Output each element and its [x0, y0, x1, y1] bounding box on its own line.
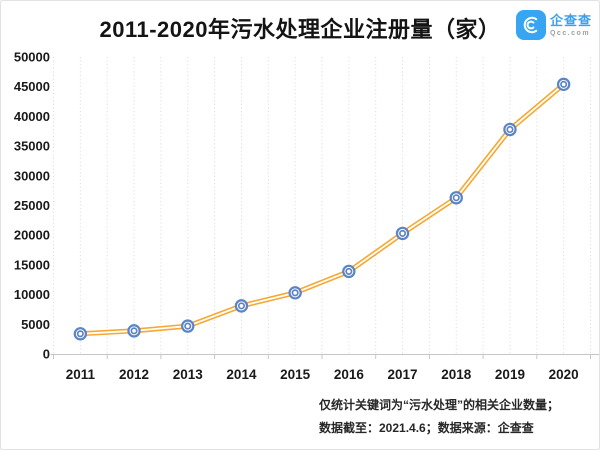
data-point-inner-ring — [184, 322, 192, 330]
y-tick-label: 30000 — [14, 168, 50, 183]
y-tick-label: 25000 — [14, 198, 50, 213]
y-tick-label: 15000 — [14, 257, 50, 272]
x-tick-label: 2020 — [549, 367, 579, 382]
series-line-core — [79, 83, 565, 335]
data-source-note: 仅统计关键词为“污水处理”的相关企业数量； 数据截至：2021.4.6；数据来源… — [319, 394, 559, 440]
data-point-inner-ring — [506, 125, 514, 134]
y-tick-label: 0 — [43, 347, 50, 362]
spiral-c-icon — [523, 16, 538, 34]
data-point-inner-ring — [130, 327, 138, 335]
y-tick-label: 35000 — [14, 139, 50, 154]
y-tick-label: 20000 — [14, 228, 50, 243]
data-point-inner-ring — [452, 194, 460, 202]
y-tick-label: 5000 — [21, 317, 50, 332]
qcc-logo: 企查查 Qcc.com — [515, 10, 592, 40]
note-line-2: 数据截至：2021.4.6；数据来源：企查查 — [319, 421, 534, 435]
y-tick-label: 50000 — [14, 50, 50, 65]
data-point-inner-ring — [291, 289, 299, 297]
x-tick-label: 2019 — [495, 367, 525, 382]
y-tick-label: 10000 — [14, 287, 50, 302]
qcc-logo-domain: Qcc.com — [549, 29, 591, 37]
y-tick-label: 45000 — [14, 79, 50, 94]
y-tick-label: 40000 — [14, 109, 50, 124]
x-tick-label: 2011 — [66, 367, 96, 382]
data-point-inner-ring — [398, 229, 407, 237]
data-point-inner-ring — [76, 330, 84, 338]
qcc-logo-icon — [515, 10, 546, 40]
data-point-inner-ring — [237, 302, 246, 310]
x-tick-label: 2018 — [441, 367, 472, 382]
data-point-inner-ring — [560, 80, 568, 88]
x-tick-label: 2015 — [280, 367, 311, 382]
x-tick-label: 2017 — [388, 367, 418, 382]
x-tick-label: 2014 — [226, 367, 257, 382]
data-point-inner-ring — [345, 267, 353, 275]
note-line-1: 仅统计关键词为“污水处理”的相关企业数量； — [319, 398, 560, 412]
x-tick-label: 2016 — [334, 367, 365, 382]
x-tick-label: 2012 — [119, 367, 149, 382]
qcc-logo-name: 企查查 — [549, 12, 592, 28]
x-tick-label: 2013 — [173, 367, 204, 382]
chart-title: 2011-2020年污水处理企业注册量（家） — [99, 17, 501, 42]
